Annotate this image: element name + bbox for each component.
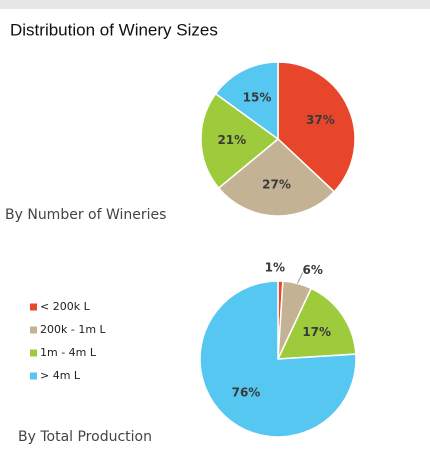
data-label: 21% bbox=[217, 133, 246, 147]
data-label: 1% bbox=[265, 260, 285, 274]
legend-label: 1m - 4m L bbox=[40, 346, 97, 359]
data-label: 37% bbox=[306, 113, 335, 127]
legend-swatch bbox=[30, 372, 37, 380]
legend-swatch bbox=[30, 303, 37, 311]
data-label: 6% bbox=[303, 263, 323, 277]
pie-caption: By Number of Wineries bbox=[5, 207, 166, 223]
top-strip bbox=[0, 0, 430, 9]
legend-label: 200k - 1m L bbox=[40, 323, 107, 336]
data-label: 17% bbox=[302, 325, 331, 339]
legend-swatch bbox=[30, 349, 37, 357]
legend-swatch bbox=[30, 326, 37, 334]
legend-label: > 4m L bbox=[40, 369, 81, 382]
legend-label: < 200k L bbox=[40, 300, 91, 313]
pie-slice bbox=[276, 287, 357, 360]
pie-slice bbox=[200, 92, 280, 190]
data-label: 15% bbox=[243, 90, 272, 104]
data-label: 27% bbox=[262, 178, 291, 192]
pie-slice bbox=[217, 138, 336, 217]
pie-slice bbox=[277, 61, 356, 193]
leader-line bbox=[296, 272, 304, 284]
pie-caption: By Total Production bbox=[18, 429, 152, 445]
chart-title: Distribution of Winery Sizes bbox=[10, 20, 218, 39]
pie-slice bbox=[199, 280, 357, 438]
data-label: 76% bbox=[232, 386, 261, 400]
pie-slice bbox=[214, 61, 279, 141]
